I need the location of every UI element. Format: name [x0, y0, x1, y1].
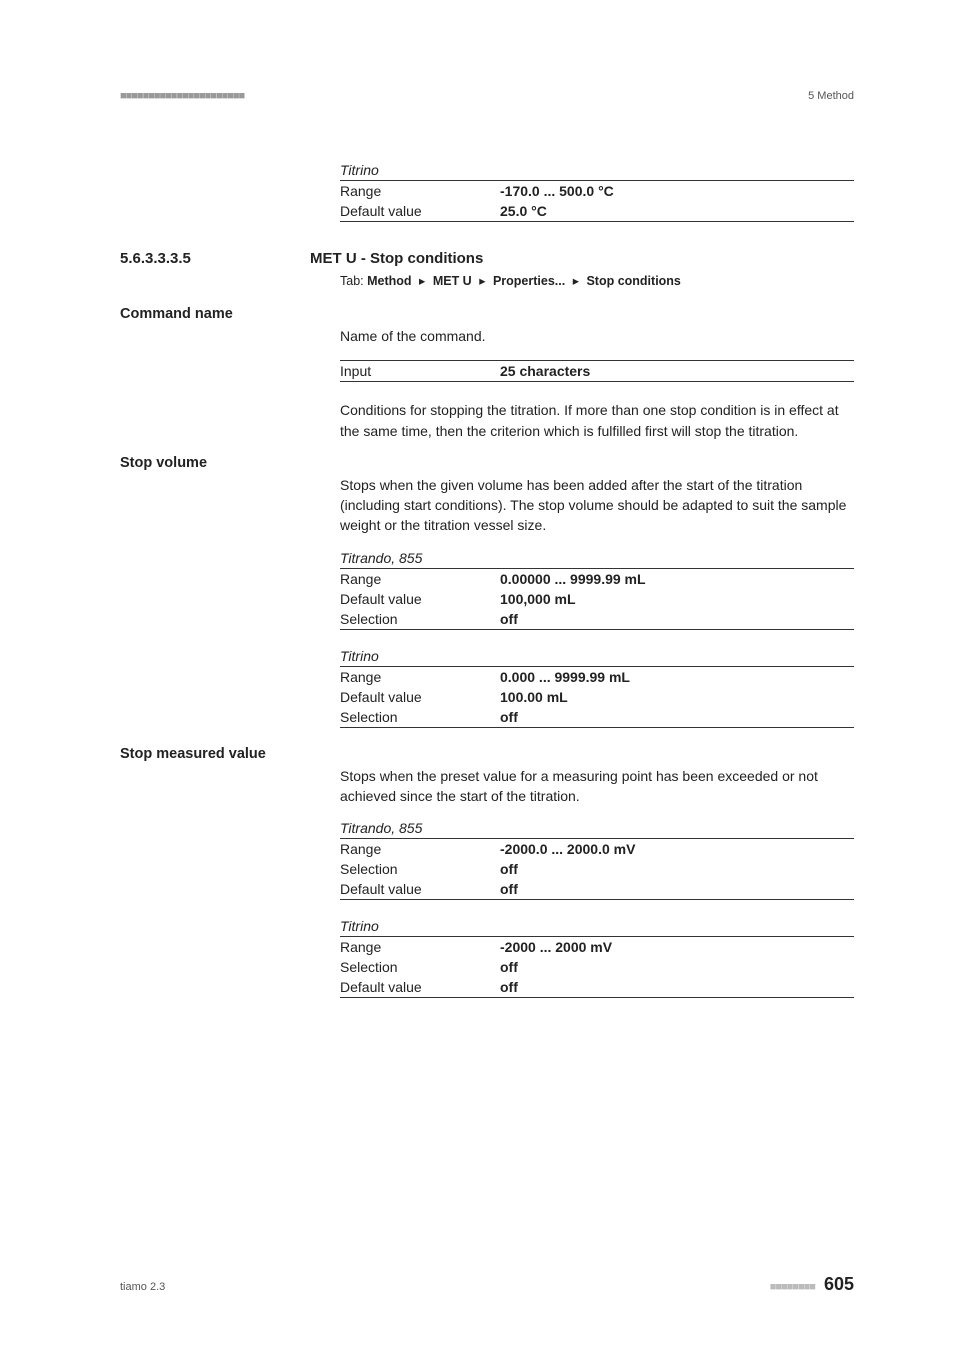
kv-row: Selection off [340, 707, 854, 727]
kv-row: Range -2000.0 ... 2000.0 mV [340, 839, 854, 859]
rule [340, 899, 854, 900]
kv-val: 25 characters [500, 363, 590, 379]
kv-row: Range -2000 ... 2000 mV [340, 937, 854, 957]
titrino-initial-caption: Titrino [340, 162, 854, 178]
table-caption: Titrino [340, 648, 854, 664]
page-footer: tiamo 2.3 ■■■■■■■■ 605 [120, 1274, 854, 1295]
kv-key: Range [340, 571, 500, 587]
table-caption: Titrino [340, 918, 854, 934]
kv-val: off [500, 881, 518, 897]
page: ■■■■■■■■■■■■■■■■■■■■■■ 5 Method Titrino … [0, 0, 954, 1350]
kv-val: 100,000 mL [500, 591, 576, 607]
kv-row: Default value off [340, 879, 854, 899]
kv-row: Selection off [340, 609, 854, 629]
kv-row: Default value 100,000 mL [340, 589, 854, 609]
kv-val: off [500, 959, 518, 975]
breadcrumb-sep: ▸ [475, 274, 489, 288]
kv-key: Range [340, 939, 500, 955]
kv-val: off [500, 611, 518, 627]
kv-key: Input [340, 363, 500, 379]
stop-measured-table-b: Titrino Range -2000 ... 2000 mV Selectio… [340, 918, 854, 998]
section-number: 5.6.3.3.3.5 [120, 250, 310, 267]
stop-measured-label: Stop measured value [120, 746, 854, 762]
rule [340, 629, 854, 630]
rule [340, 221, 854, 222]
kv-key: Default value [340, 591, 500, 607]
kv-key: Default value [340, 689, 500, 705]
section-title: MET U - Stop conditions [310, 250, 483, 267]
stop-measured-desc: Stops when the preset value for a measur… [340, 766, 854, 807]
kv-row: Range 0.00000 ... 9999.99 mL [340, 569, 854, 589]
rule [340, 727, 854, 728]
command-name-desc: Name of the command. [340, 326, 854, 346]
breadcrumb-item: MET U [433, 274, 472, 288]
header-dashes: ■■■■■■■■■■■■■■■■■■■■■■ [120, 90, 244, 102]
header-chapter: 5 Method [808, 90, 854, 102]
kv-key: Default value [340, 979, 500, 995]
kv-key: Selection [340, 611, 500, 627]
kv-val: 25.0 °C [500, 203, 547, 219]
kv-val: -2000 ... 2000 mV [500, 939, 612, 955]
kv-row: Range 0.000 ... 9999.99 mL [340, 667, 854, 687]
breadcrumb-sep: ▸ [569, 274, 583, 288]
rule [340, 997, 854, 998]
kv-row: Selection off [340, 957, 854, 977]
kv-val: off [500, 861, 518, 877]
stop-volume-desc: Stops when the given volume has been add… [340, 475, 854, 536]
kv-key: Selection [340, 959, 500, 975]
command-name-after: Conditions for stopping the titration. I… [340, 400, 854, 441]
kv-key: Range [340, 183, 500, 199]
breadcrumb-item: Stop conditions [586, 274, 680, 288]
stop-volume-table-b: Titrino Range 0.000 ... 9999.99 mL Defau… [340, 648, 854, 728]
footer-left: tiamo 2.3 [120, 1281, 165, 1293]
kv-row: Default value 25.0 °C [340, 201, 854, 221]
footer-page-number: 605 [824, 1274, 854, 1294]
breadcrumb-item: Properties... [493, 274, 565, 288]
kv-val: off [500, 709, 518, 725]
tab-breadcrumb: Tab: Method ▸ MET U ▸ Properties... ▸ St… [340, 273, 854, 288]
section-heading: 5.6.3.3.3.5 MET U - Stop conditions [120, 250, 854, 267]
kv-key: Range [340, 841, 500, 857]
kv-key: Default value [340, 203, 500, 219]
kv-row: Default value 100.00 mL [340, 687, 854, 707]
kv-key: Range [340, 669, 500, 685]
kv-val: -2000.0 ... 2000.0 mV [500, 841, 635, 857]
kv-key: Default value [340, 881, 500, 897]
footer-dashes: ■■■■■■■■ [770, 1281, 815, 1293]
stop-measured-table-a: Titrando, 855 Range -2000.0 ... 2000.0 m… [340, 820, 854, 900]
table-caption: Titrando, 855 [340, 820, 854, 836]
kv-row: Range -170.0 ... 500.0 °C [340, 181, 854, 201]
footer-right: ■■■■■■■■ 605 [770, 1274, 854, 1295]
titrino-initial-block: Titrino Range -170.0 ... 500.0 °C Defaul… [340, 162, 854, 222]
kv-val: -170.0 ... 500.0 °C [500, 183, 614, 199]
kv-val: 100.00 mL [500, 689, 568, 705]
kv-val: 0.00000 ... 9999.99 mL [500, 571, 646, 587]
breadcrumb-sep: ▸ [415, 274, 429, 288]
table-caption: Titrando, 855 [340, 550, 854, 566]
rule [340, 381, 854, 382]
kv-row: Selection off [340, 859, 854, 879]
kv-val: off [500, 979, 518, 995]
kv-key: Selection [340, 861, 500, 877]
stop-volume-table-a: Titrando, 855 Range 0.00000 ... 9999.99 … [340, 550, 854, 630]
kv-row: Input 25 characters [340, 361, 854, 381]
kv-key: Selection [340, 709, 500, 725]
kv-row: Default value off [340, 977, 854, 997]
stop-volume-label: Stop volume [120, 455, 854, 471]
page-header: ■■■■■■■■■■■■■■■■■■■■■■ 5 Method [120, 90, 854, 102]
kv-val: 0.000 ... 9999.99 mL [500, 669, 630, 685]
breadcrumb-item: Method [367, 274, 411, 288]
command-name-label: Command name [120, 306, 854, 322]
tab-label: Tab: [340, 274, 364, 288]
command-name-input-block: Input 25 characters [340, 360, 854, 382]
